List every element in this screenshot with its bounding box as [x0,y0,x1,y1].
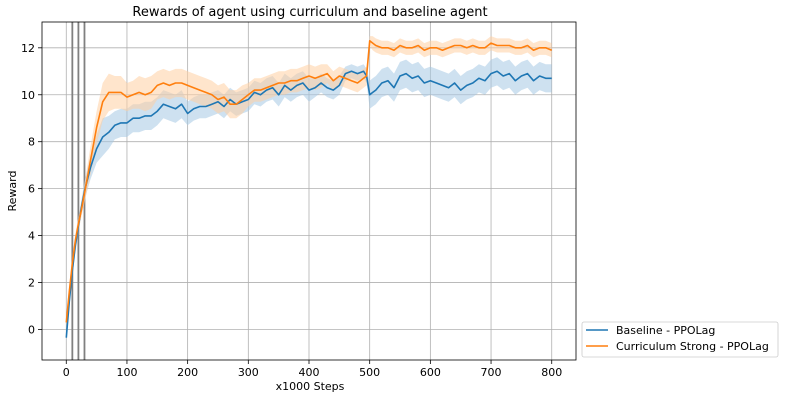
x-tick-label: 100 [116,366,137,379]
series-lines [65,39,552,338]
x-tick-label: 300 [238,366,259,379]
x-tick-label: 600 [420,366,441,379]
chart-title: Rewards of agent using curriculum and ba… [132,5,487,20]
x-tick-label: 700 [481,366,502,379]
legend-curriculum-label: Curriculum Strong - PPOLag [616,340,769,353]
y-tick-label: 6 [28,183,35,196]
confidence-bands [66,36,552,343]
x-tick-label: 500 [359,366,380,379]
y-tick-label: 0 [28,323,35,336]
x-axis-ticks: 0 100 200 300 400 500 600 700 800 [63,360,562,379]
y-axis-label: Reward [6,171,19,212]
legend: Baseline - PPOLag Curriculum Strong - PP… [581,321,779,358]
y-axis-ticks: 0 2 4 6 8 10 12 [21,42,42,336]
x-tick-label: 400 [299,366,320,379]
legend-baseline-label: Baseline - PPOLag [616,324,715,337]
x-tick-label: 200 [177,366,198,379]
x-tick-label: 800 [541,366,562,379]
curriculum-series-line [65,39,552,323]
x-axis-label: x1000 Steps [276,380,345,393]
y-tick-label: 2 [28,277,35,290]
baseline-series-line [65,70,552,338]
y-tick-label: 10 [21,89,35,102]
y-tick-label: 4 [28,230,35,243]
x-tick-label: 0 [63,366,70,379]
baseline-confidence-band [66,57,552,343]
y-tick-label: 8 [28,136,35,149]
y-tick-label: 12 [21,42,35,55]
legend-box [581,321,779,358]
